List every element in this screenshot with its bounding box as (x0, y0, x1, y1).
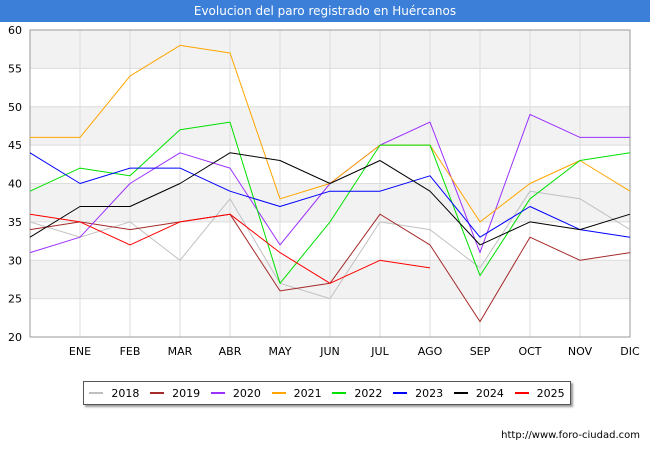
x-tick-label: FEB (120, 345, 141, 358)
series-line-2022 (29, 121, 631, 284)
series-line-2024 (29, 152, 631, 246)
legend-item-2021: 2021 (271, 386, 322, 400)
legend-swatch (332, 392, 347, 394)
legend-item-2024: 2024 (453, 386, 504, 400)
y-tick-label: 55 (8, 62, 22, 75)
legend-swatch (393, 392, 408, 394)
legend-label: 2024 (475, 386, 504, 400)
x-tick-label: SEP (470, 345, 491, 358)
y-tick-label: 50 (8, 101, 22, 114)
legend-label: 2023 (415, 386, 444, 400)
legend-swatch (514, 392, 529, 394)
legend-label: 2018 (111, 386, 140, 400)
legend-swatch (150, 392, 165, 394)
x-tick-label: ABR (219, 345, 242, 358)
legend-swatch (271, 392, 286, 394)
legend-item-2022: 2022 (332, 387, 382, 400)
legend-item-2020: 2020 (210, 386, 261, 400)
x-tick-label: AGO (418, 345, 443, 358)
x-tick-label: OCT (518, 345, 541, 358)
legend-label: 2021 (293, 386, 322, 400)
y-tick-label: 25 (8, 293, 22, 306)
x-tick-label: NOV (568, 345, 593, 358)
plot-frame (29, 29, 631, 338)
x-axis: ENE FEB MAR ABR MAY JUN JUL AGO SEP OCT NOV DIC (69, 345, 640, 358)
legend-item-2018: 2018 (89, 387, 139, 400)
legend-label: 2025 (536, 386, 565, 400)
y-tick-label: 35 (8, 216, 22, 229)
y-tick-label: 45 (8, 139, 22, 152)
series-line-2025 (29, 213, 431, 284)
series-lines (29, 44, 631, 323)
legend-label: 2022 (354, 386, 383, 400)
legend-swatch (453, 392, 468, 394)
legend-label: 2020 (232, 386, 261, 400)
legend-item-2019: 2019 (150, 387, 200, 400)
x-tick-label: MAR (168, 345, 193, 358)
legend-item-2025: 2025 (514, 386, 565, 400)
series-line-2018 (29, 190, 631, 300)
source-link[interactable]: http://www.foro-ciudad.com (501, 430, 640, 441)
legend-label: 2019 (172, 386, 201, 400)
legend-swatch (89, 392, 104, 394)
legend: 2018 2019 2020 2021 2022 2023 2024 2025 (83, 381, 571, 405)
x-tick-label: ENE (69, 345, 91, 358)
y-tick-label: 20 (8, 331, 22, 344)
y-tick-label: 60 (8, 24, 22, 37)
series-line-2023 (29, 152, 631, 238)
y-tick-label: 30 (8, 254, 22, 267)
x-tick-label: JUN (319, 345, 340, 358)
x-tick-label: DIC (620, 345, 640, 358)
y-tick-label: 40 (8, 178, 22, 191)
legend-item-2023: 2023 (393, 387, 443, 400)
chart-title: Evolucion del paro registrado en Huércan… (0, 0, 650, 22)
legend-swatch (210, 392, 225, 394)
line-chart: 20 25 30 35 40 45 50 55 60 ENE FEB MAR ABR MAY JUN JUL… (8, 24, 640, 358)
y-axis: 20 25 30 35 40 45 50 55 60 (8, 24, 22, 344)
x-tick-label: JUL (370, 345, 389, 358)
x-tick-label: MAY (269, 345, 292, 358)
